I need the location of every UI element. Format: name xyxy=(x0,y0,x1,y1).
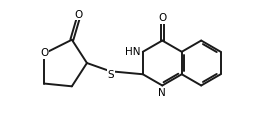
Text: HN: HN xyxy=(125,47,140,57)
Text: S: S xyxy=(108,70,114,79)
Text: O: O xyxy=(158,13,167,23)
Text: N: N xyxy=(158,88,166,98)
Text: O: O xyxy=(75,10,83,19)
Text: O: O xyxy=(40,48,49,58)
